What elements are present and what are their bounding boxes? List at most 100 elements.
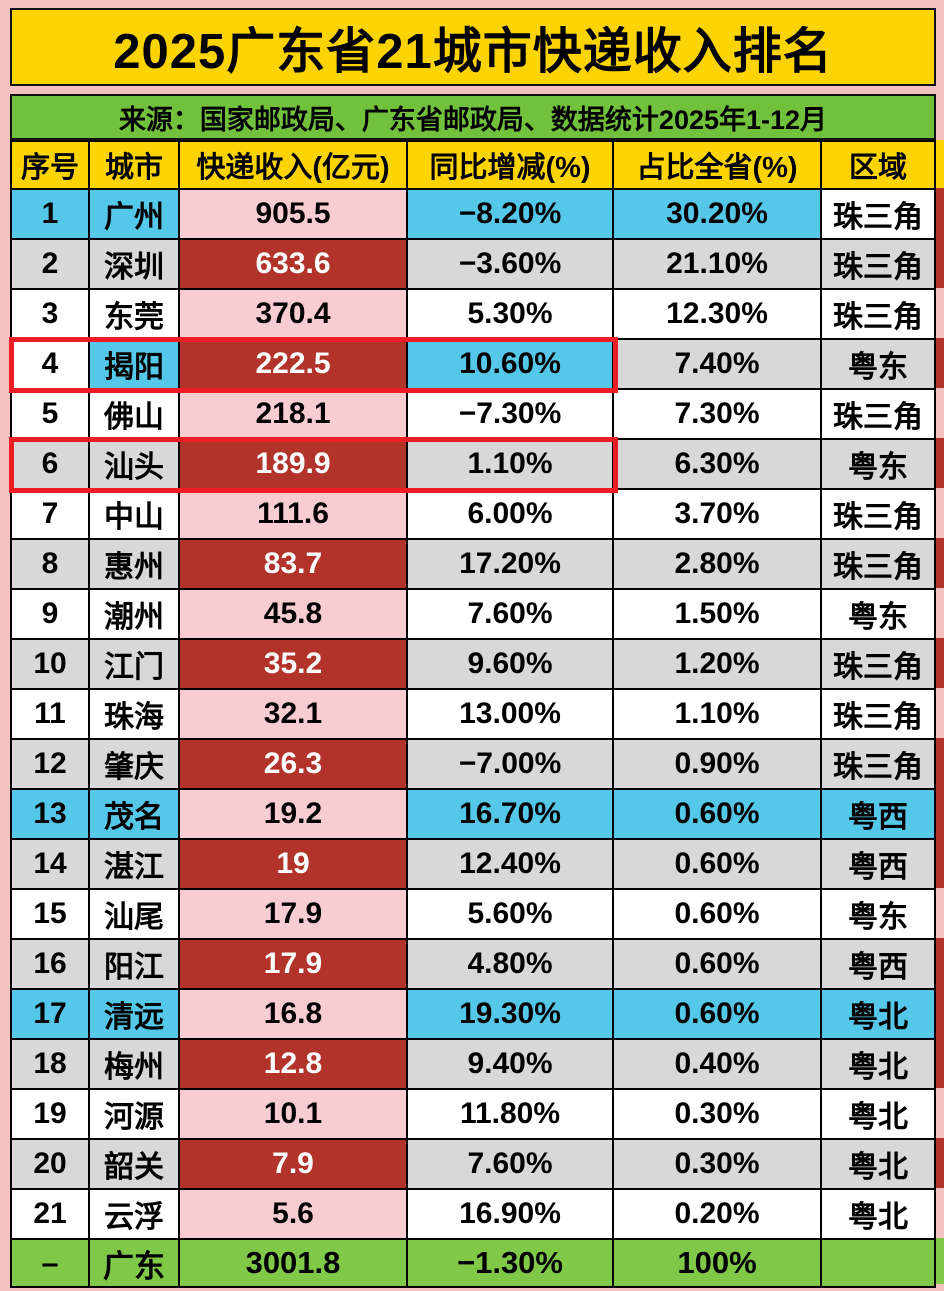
region-cell: 珠三角 — [822, 690, 934, 740]
city-cell: 云浮 — [90, 1190, 180, 1240]
income-cell: 12.8 — [180, 1040, 408, 1090]
share-cell: 1.20% — [614, 640, 822, 690]
city-cell: 中山 — [90, 490, 180, 540]
yoy-cell: 12.40% — [408, 840, 614, 890]
rank-cell: 8 — [12, 540, 90, 590]
edge-segment — [936, 288, 944, 338]
table-row: 7 中山 111.6 6.00% 3.70% 珠三角 — [12, 490, 934, 540]
rank-cell: 4 — [12, 340, 90, 390]
rank-cell: 1 — [12, 190, 90, 240]
header-cell-yoy: 同比增减(%) — [408, 142, 614, 190]
table-row: 21 云浮 5.6 16.90% 0.20% 粤北 — [12, 1190, 934, 1240]
yoy-cell: 9.60% — [408, 640, 614, 690]
table-row: 20 韶关 7.9 7.60% 0.30% 粤北 — [12, 1140, 934, 1190]
source-bar: 来源：国家邮政局、广东省邮政局、数据统计2025年1-12月 — [10, 94, 936, 140]
table-row: 5 佛山 218.1 −7.30% 7.30% 珠三角 — [12, 390, 934, 440]
yoy-cell: 1.10% — [408, 440, 614, 490]
header-cell-income: 快递收入(亿元) — [180, 142, 408, 190]
city-cell: 河源 — [90, 1090, 180, 1140]
region-cell: 珠三角 — [822, 490, 934, 540]
income-cell: 45.8 — [180, 590, 408, 640]
edge-segment — [936, 1088, 944, 1138]
table-row: 11 珠海 32.1 13.00% 1.10% 珠三角 — [12, 690, 934, 740]
rank-cell: 20 — [12, 1140, 90, 1190]
share-cell: 2.80% — [614, 540, 822, 590]
edge-segment — [936, 938, 944, 988]
share-cell: 7.30% — [614, 390, 822, 440]
income-cell: 218.1 — [180, 390, 408, 440]
title-bar: 2025广东省21城市快递收入排名 — [10, 8, 936, 86]
rank-cell: 6 — [12, 440, 90, 490]
income-cell: 10.1 — [180, 1090, 408, 1140]
yoy-cell: 7.60% — [408, 1140, 614, 1190]
income-cell: 111.6 — [180, 490, 408, 540]
city-cell: 珠海 — [90, 690, 180, 740]
city-cell: 惠州 — [90, 540, 180, 590]
region-cell: 粤东 — [822, 340, 934, 390]
table-row: 15 汕尾 17.9 5.60% 0.60% 粤东 — [12, 890, 934, 940]
city-cell: 阳江 — [90, 940, 180, 990]
yoy-cell: −1.30% — [408, 1240, 614, 1286]
region-cell: 粤东 — [822, 590, 934, 640]
edge-strip — [936, 140, 944, 1284]
region-cell: 珠三角 — [822, 740, 934, 790]
yoy-cell: 9.40% — [408, 1040, 614, 1090]
income-cell: 17.9 — [180, 940, 408, 990]
edge-segment — [936, 238, 944, 288]
income-cell: 222.5 — [180, 340, 408, 390]
edge-segment — [936, 1238, 944, 1284]
yoy-cell: 16.70% — [408, 790, 614, 840]
city-cell: 清远 — [90, 990, 180, 1040]
table-row: 18 梅州 12.8 9.40% 0.40% 粤北 — [12, 1040, 934, 1090]
yoy-cell: 11.80% — [408, 1090, 614, 1140]
table-row: 14 湛江 19 12.40% 0.60% 粤西 — [12, 840, 934, 890]
rank-cell: 21 — [12, 1190, 90, 1240]
yoy-cell: 6.00% — [408, 490, 614, 540]
income-cell: 17.9 — [180, 890, 408, 940]
region-cell: 珠三角 — [822, 540, 934, 590]
share-cell: 1.50% — [614, 590, 822, 640]
city-cell: 韶关 — [90, 1140, 180, 1190]
income-cell: 16.8 — [180, 990, 408, 1040]
rank-cell: – — [12, 1240, 90, 1286]
region-cell: 粤北 — [822, 1190, 934, 1240]
edge-segment — [936, 888, 944, 938]
yoy-cell: 5.30% — [408, 290, 614, 340]
city-cell: 广州 — [90, 190, 180, 240]
edge-segment — [936, 988, 944, 1038]
edge-segment — [936, 788, 944, 838]
edge-segment — [936, 388, 944, 438]
rank-cell: 18 — [12, 1040, 90, 1090]
table-row: 17 清远 16.8 19.30% 0.60% 粤北 — [12, 990, 934, 1040]
yoy-cell: 4.80% — [408, 940, 614, 990]
table-row: 10 江门 35.2 9.60% 1.20% 珠三角 — [12, 640, 934, 690]
city-cell: 佛山 — [90, 390, 180, 440]
region-cell: 粤西 — [822, 840, 934, 890]
edge-segment — [936, 688, 944, 738]
income-cell: 35.2 — [180, 640, 408, 690]
region-cell: 粤北 — [822, 1040, 934, 1090]
region-cell: 珠三角 — [822, 640, 934, 690]
city-cell: 肇庆 — [90, 740, 180, 790]
rank-cell: 3 — [12, 290, 90, 340]
income-cell: 19 — [180, 840, 408, 890]
city-cell: 深圳 — [90, 240, 180, 290]
rank-cell: 12 — [12, 740, 90, 790]
rank-cell: 9 — [12, 590, 90, 640]
city-cell: 江门 — [90, 640, 180, 690]
share-cell: 0.20% — [614, 1190, 822, 1240]
income-cell: 633.6 — [180, 240, 408, 290]
header-cell-region: 区域 — [822, 142, 934, 190]
edge-segment — [936, 538, 944, 588]
share-cell: 30.20% — [614, 190, 822, 240]
share-cell: 0.30% — [614, 1090, 822, 1140]
share-cell: 0.30% — [614, 1140, 822, 1190]
table-row: 8 惠州 83.7 17.20% 2.80% 珠三角 — [12, 540, 934, 590]
table-row: 19 河源 10.1 11.80% 0.30% 粤北 — [12, 1090, 934, 1140]
share-cell: 100% — [614, 1240, 822, 1286]
rank-cell: 14 — [12, 840, 90, 890]
rank-cell: 5 — [12, 390, 90, 440]
income-cell: 19.2 — [180, 790, 408, 840]
yoy-cell: −8.20% — [408, 190, 614, 240]
header-cell-share: 占比全省(%) — [614, 142, 822, 190]
